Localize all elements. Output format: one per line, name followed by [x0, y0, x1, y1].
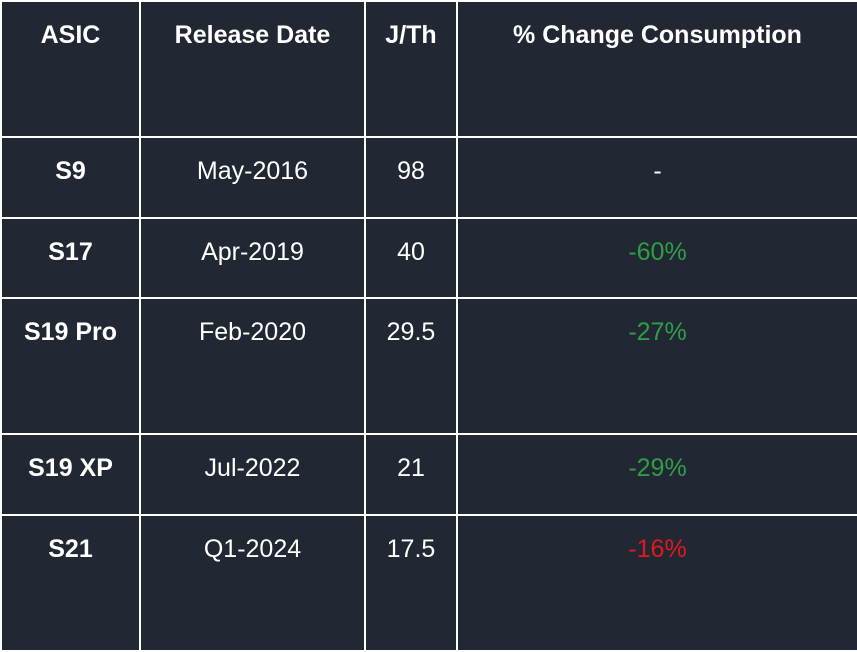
- cell: 40: [364, 216, 458, 299]
- cell: 98: [364, 136, 458, 219]
- cell: S19 Pro: [0, 296, 141, 436]
- table-row: S17 Apr-2019 40 -60%: [0, 216, 857, 299]
- cell: S17: [0, 216, 141, 299]
- cell: -27%: [456, 296, 857, 436]
- header-row: ASIC Release Date J/Th % Change Consumpt…: [0, 0, 857, 139]
- header-cell: J/Th: [364, 0, 458, 139]
- cell: 21: [364, 433, 458, 516]
- header-cell: Release Date: [139, 0, 366, 139]
- cell: -16%: [456, 513, 857, 652]
- cell: Apr-2019: [139, 216, 366, 299]
- cell: Feb-2020: [139, 296, 366, 436]
- table-row: S19 XP Jul-2022 21 -29%: [0, 433, 857, 516]
- cell: 29.5: [364, 296, 458, 436]
- cell: S21: [0, 513, 141, 652]
- header-cell: % Change Consumption: [456, 0, 857, 139]
- cell: Jul-2022: [139, 433, 366, 516]
- cell: May-2016: [139, 136, 366, 219]
- cell: Q1-2024: [139, 513, 366, 652]
- cell: S9: [0, 136, 141, 219]
- cell: -: [456, 136, 857, 219]
- table-row: S19 Pro Feb-2020 29.5 -27%: [0, 296, 857, 436]
- cell: -29%: [456, 433, 857, 516]
- cell: 17.5: [364, 513, 458, 652]
- cell: -60%: [456, 216, 857, 299]
- header-cell: ASIC: [0, 0, 141, 139]
- table-row: S9 May-2016 98 -: [0, 136, 857, 219]
- table-row: S21 Q1-2024 17.5 -16%: [0, 513, 857, 652]
- cell: S19 XP: [0, 433, 141, 516]
